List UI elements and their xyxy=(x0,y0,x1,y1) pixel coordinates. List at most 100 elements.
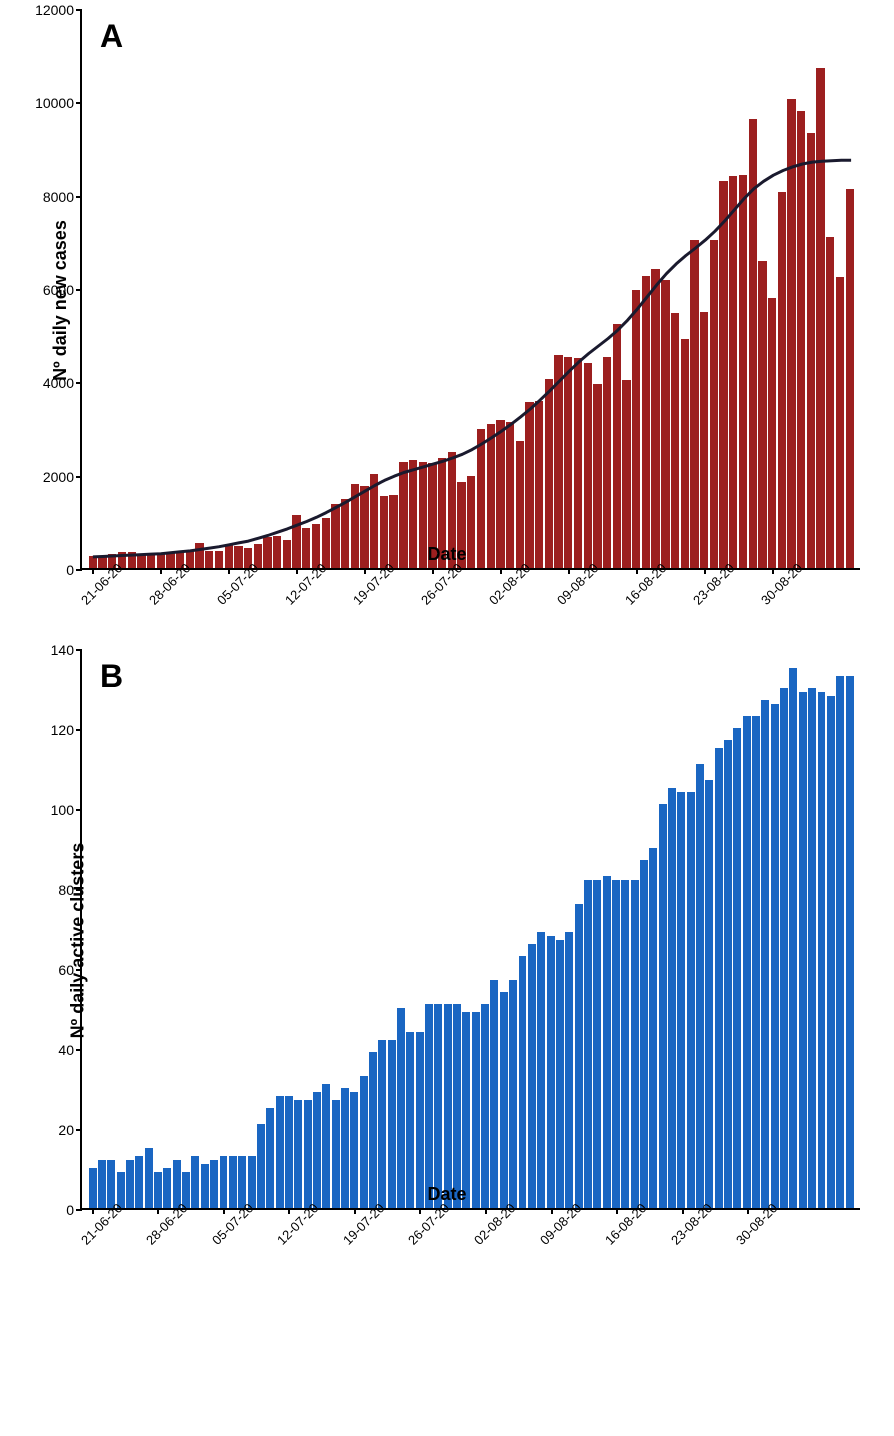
bar xyxy=(547,936,555,1208)
bar xyxy=(797,111,805,568)
bar xyxy=(603,876,611,1208)
bar xyxy=(135,1156,143,1208)
bar xyxy=(302,528,310,568)
bar xyxy=(506,422,514,568)
bar xyxy=(787,99,795,568)
x-tick-mark xyxy=(616,1208,618,1214)
bar xyxy=(719,181,727,568)
bar xyxy=(304,1100,312,1208)
bar xyxy=(416,1032,424,1208)
bar xyxy=(789,668,797,1208)
bar xyxy=(687,792,695,1208)
x-tick-mark xyxy=(704,568,706,574)
bar xyxy=(593,880,601,1208)
bar xyxy=(584,363,592,568)
bar xyxy=(743,716,751,1208)
bar xyxy=(163,1168,171,1208)
x-tick-mark xyxy=(419,1208,421,1214)
bar xyxy=(584,880,592,1208)
bar xyxy=(350,1092,358,1208)
bar xyxy=(332,1100,340,1208)
bar xyxy=(752,716,760,1208)
bar xyxy=(444,1004,452,1208)
bar xyxy=(496,420,504,568)
bar xyxy=(434,1004,442,1208)
bar xyxy=(632,290,640,568)
bar xyxy=(126,1160,134,1208)
bar xyxy=(816,68,824,568)
panel-b-x-label: Date xyxy=(427,1184,466,1205)
bar xyxy=(273,536,281,568)
bar xyxy=(807,133,815,568)
panel-b-plot: 02040608010012014021-06-2028-06-2005-07-… xyxy=(80,650,860,1210)
bar xyxy=(453,1004,461,1208)
x-tick-mark xyxy=(160,568,162,574)
bar xyxy=(846,676,854,1208)
x-tick-mark xyxy=(485,1208,487,1214)
bar xyxy=(360,1076,368,1208)
bar xyxy=(98,556,106,568)
bars-container xyxy=(82,650,860,1208)
bar xyxy=(370,474,378,568)
bar xyxy=(808,688,816,1208)
bar xyxy=(292,515,300,568)
bar xyxy=(409,460,417,568)
bar xyxy=(191,1156,199,1208)
bar xyxy=(771,704,779,1208)
bar xyxy=(651,269,659,568)
panel-b-label: B xyxy=(100,658,123,695)
bar xyxy=(322,518,330,568)
bar xyxy=(613,324,621,568)
panel-a-x-label: Date xyxy=(427,544,466,565)
bar xyxy=(622,380,630,568)
bar xyxy=(234,546,242,568)
bar xyxy=(157,553,165,568)
x-tick-mark xyxy=(432,568,434,574)
bar xyxy=(500,992,508,1208)
bar xyxy=(509,980,517,1208)
bar xyxy=(360,486,368,568)
bar xyxy=(739,175,747,568)
bar xyxy=(519,956,527,1208)
bar xyxy=(696,764,704,1208)
bar xyxy=(846,189,854,568)
bar xyxy=(472,1012,480,1208)
bar xyxy=(836,676,844,1208)
bar xyxy=(564,357,572,568)
bar xyxy=(380,496,388,568)
bar xyxy=(827,696,835,1208)
bar xyxy=(659,804,667,1208)
bar xyxy=(283,540,291,568)
bar xyxy=(603,357,611,568)
bar xyxy=(556,940,564,1208)
bar xyxy=(137,554,145,568)
bar xyxy=(612,880,620,1208)
bar xyxy=(487,424,495,568)
bar xyxy=(729,176,737,568)
x-tick-mark xyxy=(682,1208,684,1214)
bar xyxy=(331,504,339,568)
bar xyxy=(147,555,155,568)
x-tick-mark xyxy=(354,1208,356,1214)
bar xyxy=(322,1084,330,1208)
x-tick-mark xyxy=(772,568,774,574)
panel-a-label: A xyxy=(100,18,123,55)
bar xyxy=(182,1172,190,1208)
x-tick-mark xyxy=(500,568,502,574)
bar xyxy=(462,1012,470,1208)
panel-a: A Nº daily new cases 0200040006000800010… xyxy=(10,10,884,570)
bar xyxy=(528,944,536,1208)
bar xyxy=(229,1156,237,1208)
bar xyxy=(266,1108,274,1208)
bar xyxy=(89,1168,97,1208)
bar xyxy=(733,728,741,1208)
y-tick-mark xyxy=(76,569,82,571)
bar xyxy=(248,1156,256,1208)
bar xyxy=(145,1148,153,1208)
x-tick-mark xyxy=(551,1208,553,1214)
bar xyxy=(419,462,427,568)
bar xyxy=(554,355,562,568)
bar xyxy=(205,551,213,568)
bar xyxy=(406,1032,414,1208)
bar xyxy=(671,313,679,568)
